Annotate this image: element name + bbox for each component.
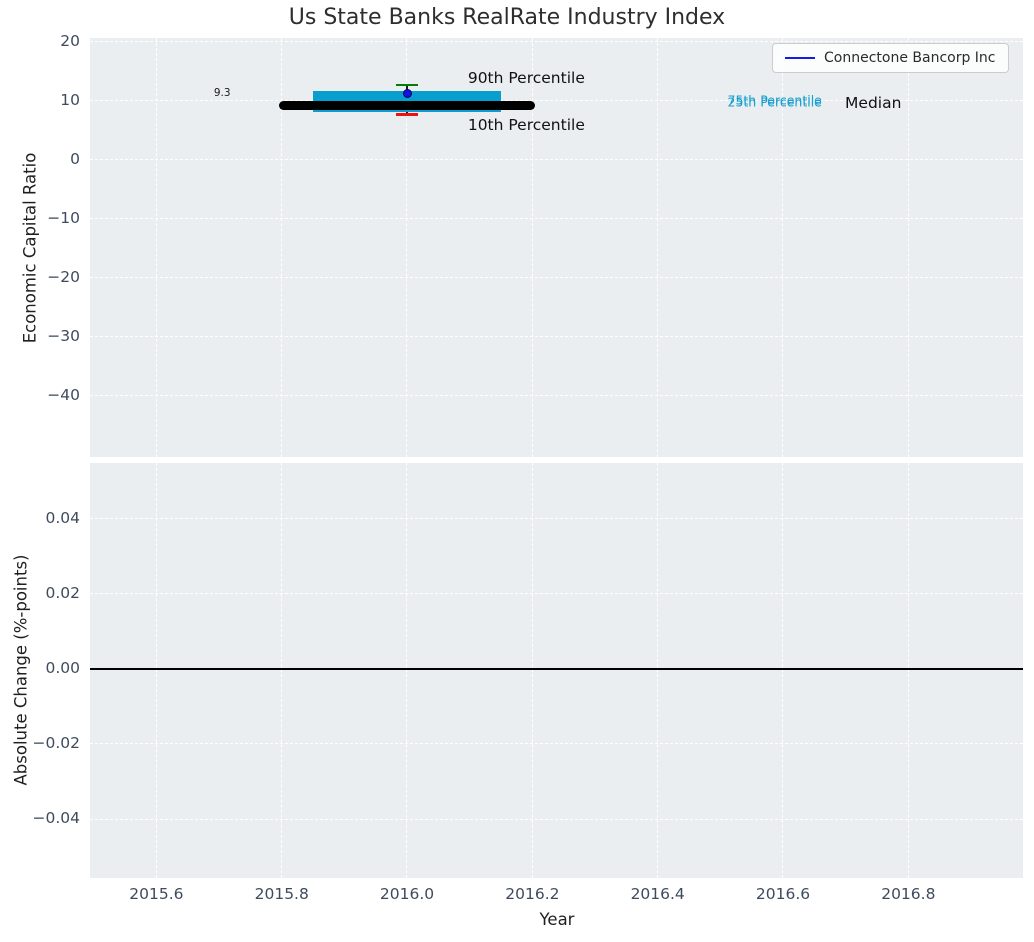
y-gridline — [90, 593, 1023, 595]
x-tick-label: 2015.8 — [254, 885, 309, 903]
median-line — [278, 100, 536, 110]
y-gridline — [90, 100, 1023, 102]
axes-top-economic-capital-ratio: 9.3 90th Percentile 10th Percentile 75th Pe… — [90, 38, 1023, 457]
x-gridline — [656, 463, 658, 878]
p90-cap — [396, 83, 418, 87]
annotation-9-3: 9.3 — [213, 86, 231, 99]
y-tick-label: −40 — [47, 386, 80, 405]
legend-line-icon — [785, 57, 815, 59]
x-tick-label: 2015.6 — [129, 885, 184, 903]
y-tick-label: −0.04 — [32, 809, 81, 828]
y-gridline — [90, 743, 1023, 745]
chart-title: Us State Banks RealRate Industry Index — [288, 5, 726, 30]
legend-label: Connectone Bancorp Inc — [824, 50, 996, 66]
x-gridline — [155, 463, 157, 878]
y-tick-label: 0.04 — [45, 508, 80, 527]
x-tick-label: 2016.6 — [755, 885, 811, 903]
x-gridline — [531, 38, 533, 457]
y-gridline — [90, 818, 1023, 820]
annotation-10th-percentile: 10th Percentile — [467, 115, 585, 134]
y-gridline — [90, 218, 1023, 220]
x-tick-label: 2016.8 — [881, 885, 936, 903]
x-axis-label: Year — [539, 910, 575, 929]
y-gridline — [90, 395, 1023, 397]
y-gridline — [90, 41, 1023, 43]
y-gridline — [90, 277, 1023, 279]
x-gridline — [406, 38, 408, 457]
y-tick-label: −20 — [47, 268, 80, 287]
x-gridline — [782, 463, 784, 878]
y-tick-label: 20 — [60, 32, 80, 51]
y-gridline — [90, 336, 1023, 338]
x-gridline — [531, 463, 533, 878]
y-gridline — [90, 517, 1023, 519]
legend: Connectone Bancorp Inc — [772, 43, 1009, 73]
y-tick-label: −0.02 — [32, 734, 81, 753]
x-gridline — [907, 463, 909, 878]
x-tick-label: 2016.0 — [379, 885, 435, 903]
y-tick-label: 0 — [70, 150, 80, 169]
p10-cap — [396, 113, 418, 116]
x-tick-label: 2016.2 — [505, 885, 560, 903]
y-tick-label: 0.00 — [45, 658, 80, 677]
y-axis-label-top: Economic Capital Ratio — [20, 152, 40, 344]
x-gridline — [907, 38, 909, 457]
x-gridline — [782, 38, 784, 457]
company-dot — [402, 88, 412, 98]
annotation-90th-percentile: 90th Percentile — [467, 69, 585, 88]
annotation-median: Median — [845, 93, 902, 112]
y-tick-label: 10 — [60, 91, 80, 110]
annotation-25th-percentile: 25th Percentile — [727, 94, 822, 110]
y-gridline — [90, 159, 1023, 161]
y-tick-label: −10 — [47, 209, 80, 228]
zero-line — [90, 667, 1023, 670]
y-tick-label: 0.02 — [45, 583, 80, 602]
x-gridline — [280, 463, 282, 878]
y-tick-label: −30 — [47, 327, 80, 346]
x-tick-label: 2016.4 — [630, 885, 685, 903]
x-gridline — [280, 38, 282, 457]
x-gridline — [656, 38, 658, 457]
x-gridline — [155, 38, 157, 457]
x-gridline — [406, 463, 408, 878]
axes-bottom-absolute-change — [90, 463, 1023, 878]
annotation-75th-percentile: 75th Percentile — [727, 92, 822, 108]
